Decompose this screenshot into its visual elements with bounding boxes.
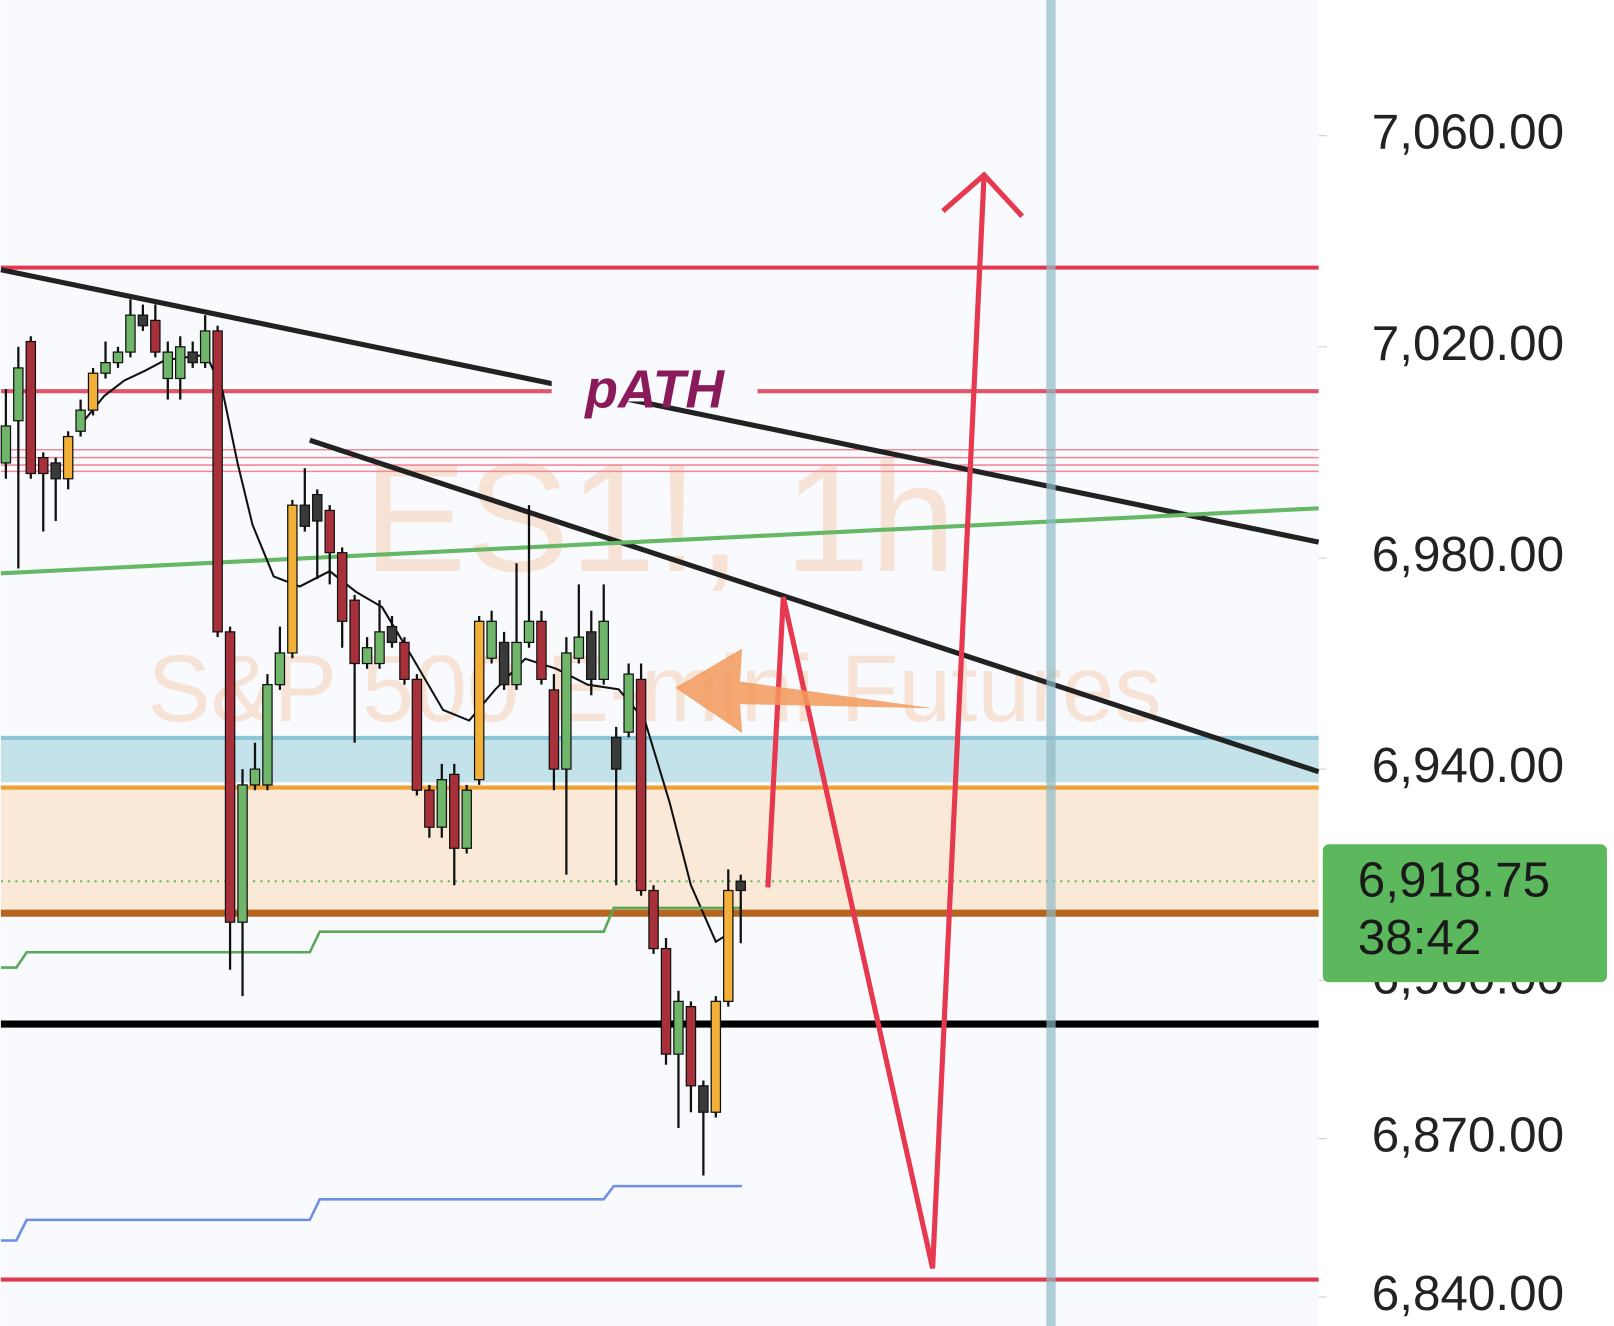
candle-body: [262, 684, 273, 786]
candle-body: [660, 947, 672, 1055]
candle-body: [0, 425, 12, 464]
y-tick-label: 7,060.00: [1372, 105, 1564, 160]
candle-body: [349, 599, 360, 665]
candle-body: [62, 435, 74, 480]
candle-body: [287, 504, 298, 654]
watermark: ES1!, 1h S&P 500 E-mini Futures: [148, 431, 1162, 742]
indicator-line: [0, 1184, 742, 1242]
candle-body: [150, 319, 161, 353]
candle-body: [13, 367, 24, 422]
candle-body: [249, 768, 261, 786]
candle-body: [175, 346, 186, 380]
candle-body: [162, 351, 174, 380]
candle-body: [623, 673, 634, 733]
candle-body: [511, 641, 522, 686]
y-tick-label: 6,840.00: [1372, 1266, 1564, 1321]
candle-body: [75, 409, 86, 432]
candle-body: [199, 330, 211, 364]
last-price-label: 6,918.75: [1358, 852, 1550, 907]
watermark-symbol: ES1!, 1h: [364, 431, 956, 604]
candle-body: [685, 1006, 697, 1087]
plot-background: [0, 0, 1319, 1326]
candle-body: [486, 620, 497, 659]
candle-body: [137, 314, 149, 327]
y-tick-label: 6,980.00: [1372, 527, 1564, 582]
candle-body: [498, 641, 510, 686]
level-label: pATH: [583, 360, 725, 419]
candle-body: [449, 773, 460, 849]
candle-body: [386, 625, 398, 644]
candle-body: [635, 678, 647, 892]
candle-body: [461, 789, 472, 849]
candle-body: [112, 351, 124, 364]
bar-countdown: 38:42: [1358, 910, 1482, 965]
candle-body: [673, 1000, 684, 1055]
y-tick-label: 6,870.00: [1372, 1108, 1564, 1163]
candle-body: [735, 880, 746, 892]
candle-body: [50, 462, 61, 480]
indicator-line: [0, 906, 742, 969]
candle-body: [411, 678, 423, 791]
candle-body: [698, 1085, 709, 1113]
candle-body: [299, 504, 311, 527]
arrow-head: [941, 171, 1025, 218]
candle-body: [399, 641, 410, 680]
candle-body: [336, 552, 348, 622]
candle-body: [573, 636, 585, 659]
candle-body: [536, 620, 547, 680]
price-axis: 7,060.007,020.006,980.006,940.006,900.00…: [1318, 105, 1607, 1321]
candle-body: [224, 631, 236, 923]
candle-body: [610, 736, 622, 770]
trendline: [0, 267, 1320, 545]
candle-body: [548, 689, 560, 770]
candle-body: [648, 889, 659, 950]
candle-body: [723, 889, 734, 1002]
y-tick-label: 7,020.00: [1372, 316, 1564, 371]
candle-body: [710, 1000, 722, 1113]
candle-body: [361, 647, 373, 665]
orange-arrow: [675, 648, 933, 734]
trendline: [308, 437, 1320, 775]
candle-body: [274, 652, 286, 686]
candle-body: [125, 314, 136, 353]
candle-body: [312, 493, 323, 522]
zone: [0, 787, 1319, 912]
watermark-description: S&P 500 E-mini Futures: [148, 636, 1162, 742]
plot-area: pATH: [0, 265, 1320, 1282]
candle-body: [523, 620, 535, 644]
candle-body: [25, 340, 37, 475]
candle-body: [424, 789, 435, 828]
candle-body: [436, 779, 448, 828]
candle-body: [324, 509, 335, 554]
candle-body: [187, 351, 198, 364]
candle-body: [598, 620, 609, 680]
candle-body: [473, 620, 485, 781]
candle-body: [237, 784, 248, 923]
candle-body: [37, 457, 49, 475]
candle-body: [212, 330, 223, 633]
label-gap: [551, 380, 758, 402]
y-tick-label: 6,940.00: [1372, 738, 1564, 793]
projection-arrow: [765, 174, 987, 1269]
candle-body: [561, 652, 572, 770]
candle-body: [87, 372, 99, 411]
last-price-badge: [1322, 844, 1607, 983]
zone: [0, 737, 1319, 783]
candle-body: [100, 362, 111, 374]
candle-body: [586, 631, 597, 680]
drawings: [675, 0, 1056, 1326]
axis-background: [1318, 0, 1614, 1326]
candle-body: [374, 631, 385, 665]
